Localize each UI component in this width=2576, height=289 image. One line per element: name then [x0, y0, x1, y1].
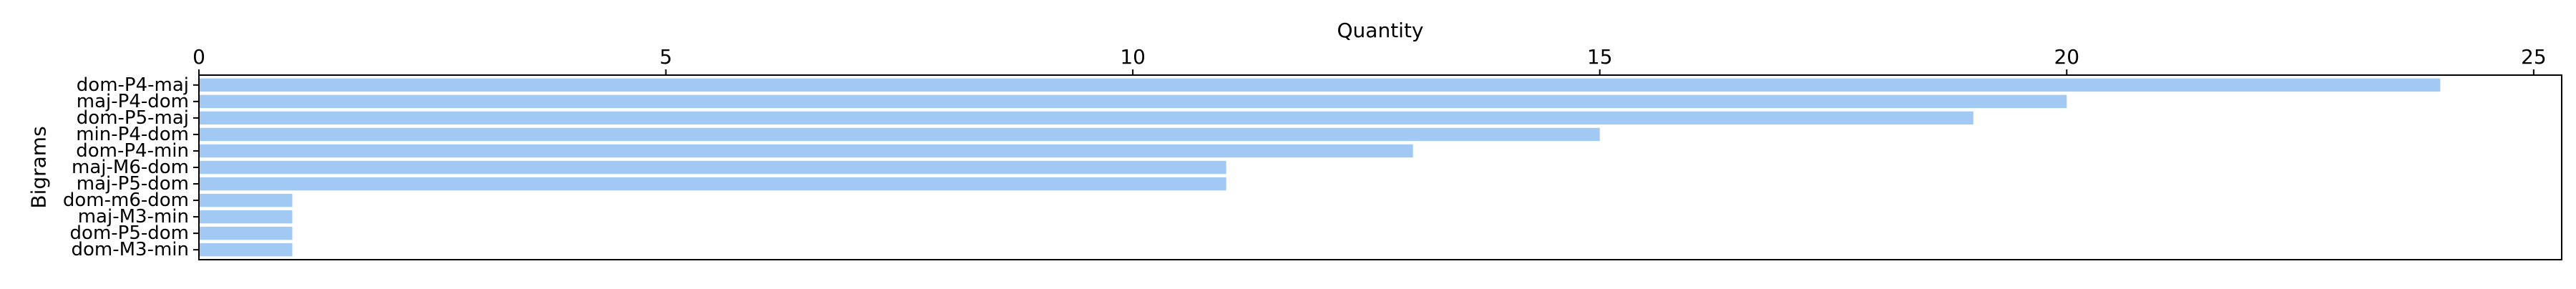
x-tick-label: 25 — [2521, 45, 2547, 69]
y-tick-label: maj-M3-min — [78, 206, 189, 227]
bar-dom-P4-maj — [199, 78, 2441, 92]
y-tick-label: dom-P4-min — [76, 140, 189, 162]
y-tick-label: dom-P5-dom — [70, 222, 189, 244]
y-tick-labels: dom-P4-majmaj-P4-domdom-P5-majmin-P4-dom… — [63, 74, 199, 260]
bar-dom-M3-min — [199, 243, 293, 257]
bar-dom-P4-min — [199, 144, 1413, 158]
x-tick-label: 0 — [192, 45, 205, 69]
y-tick-label: dom-m6-dom — [63, 190, 189, 211]
y-tick-label: dom-P4-maj — [77, 74, 189, 96]
y-axis-label: Bigrams — [27, 126, 51, 208]
bar-dom-m6-dom — [199, 193, 293, 207]
y-tick-label: maj-P4-dom — [77, 91, 189, 112]
x-tick-labels: 0 5 10 15 20 25 — [192, 45, 2547, 75]
bar-dom-P5-maj — [199, 111, 1974, 125]
bar-maj-P5-dom — [199, 177, 1226, 191]
bars-group — [199, 78, 2441, 257]
x-axis-label: Quantity — [1337, 19, 1424, 42]
bar-maj-M3-min — [199, 210, 293, 224]
y-tick-label: dom-P5-maj — [77, 107, 189, 129]
x-tick-label: 20 — [2054, 45, 2079, 69]
bar-maj-M6-dom — [199, 160, 1226, 175]
y-tick-label: maj-P5-dom — [77, 173, 189, 195]
bar-maj-P4-dom — [199, 94, 2067, 109]
y-tick-label: min-P4-dom — [76, 124, 189, 145]
bar-dom-P5-dom — [199, 226, 293, 240]
x-tick-label: 5 — [660, 45, 673, 69]
bar-min-P4-dom — [199, 127, 1600, 142]
x-tick-label: 10 — [1120, 45, 1146, 69]
y-tick-label: dom-M3-min — [71, 239, 189, 260]
x-tick-label: 15 — [1587, 45, 1613, 69]
y-tick-label: maj-M6-dom — [72, 157, 189, 178]
plot-frame — [198, 74, 2562, 260]
